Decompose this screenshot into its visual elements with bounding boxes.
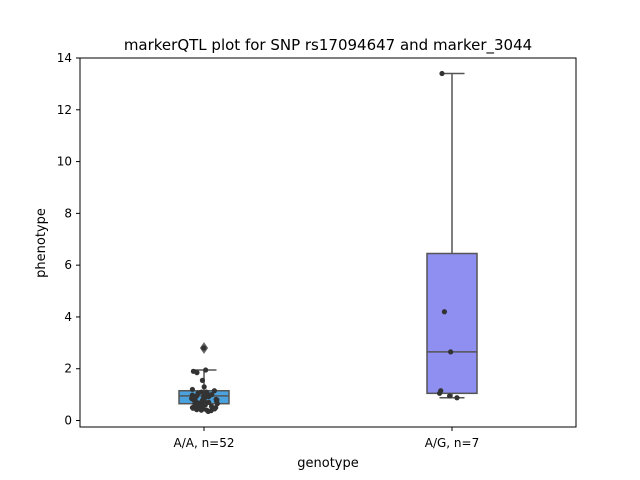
data-point	[199, 377, 206, 383]
y-tick-label: 12	[57, 103, 72, 117]
y-tick-label: 8	[64, 206, 72, 220]
y-tick-label: 4	[64, 310, 72, 324]
data-point	[194, 370, 200, 376]
data-point	[211, 388, 218, 394]
data-point	[439, 70, 445, 77]
x-axis: A/A, n=52 A/G, n=7	[173, 427, 479, 450]
x-tick-label: A/G, n=7	[425, 436, 479, 450]
data-point	[194, 407, 200, 413]
y-axis-label: phenotype	[34, 208, 49, 278]
data-point	[189, 386, 196, 393]
data-point	[201, 384, 207, 390]
axes-frame	[79, 57, 577, 428]
data-point	[205, 408, 211, 415]
y-tick-label: 14	[57, 51, 72, 65]
data-point	[436, 390, 443, 396]
y-tick-label: 0	[64, 414, 72, 428]
box-iqr	[426, 252, 478, 395]
y-tick-label: 10	[57, 155, 72, 169]
box-group	[426, 72, 478, 399]
data-point	[441, 309, 448, 315]
data-point	[454, 395, 460, 401]
y-axis: 0 2 4 6 8 10 12 14	[57, 51, 80, 428]
chart-title: markerQTL plot for SNP rs17094647 and ma…	[124, 36, 532, 55]
data-point	[201, 345, 207, 351]
data-point	[189, 404, 196, 411]
data-point	[203, 367, 209, 373]
data-point	[202, 402, 208, 408]
data-point	[198, 407, 204, 413]
data-point	[446, 393, 453, 399]
y-tick-label: 2	[64, 362, 72, 376]
x-tick-label: A/A, n=52	[173, 436, 234, 450]
y-tick-label: 6	[64, 258, 72, 272]
plot-area	[178, 70, 478, 415]
data-point	[448, 349, 454, 355]
x-axis-label: genotype	[297, 456, 358, 471]
data-point	[214, 401, 220, 407]
